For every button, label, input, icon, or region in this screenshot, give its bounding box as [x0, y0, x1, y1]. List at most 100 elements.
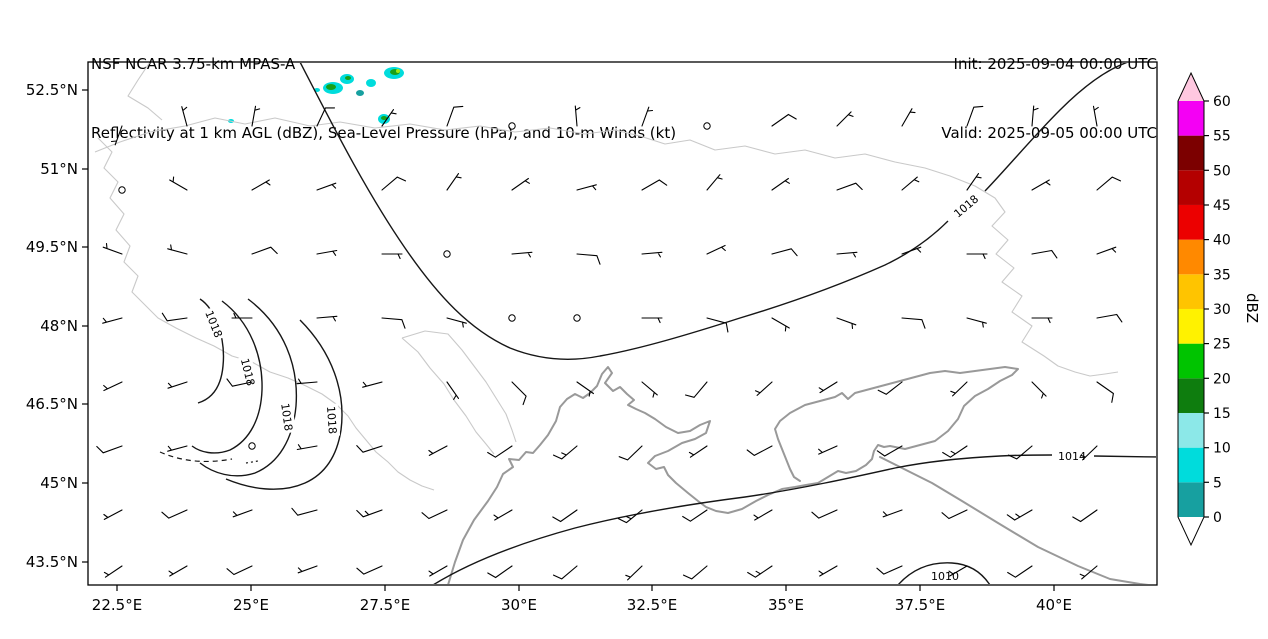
label-halo: [949, 190, 983, 221]
colorbar-tick-label: 10: [1213, 441, 1231, 457]
wind-barb-icon: [641, 179, 668, 191]
wind-barb-icon: [1031, 105, 1039, 127]
colorbar-segment: [1178, 100, 1204, 136]
wind-barb-icon: [836, 182, 863, 191]
wind-barb-icon: [316, 315, 338, 322]
wind-barb-icon: [381, 109, 397, 127]
wind-barb-icon: [836, 317, 857, 330]
lon-tick-label: 25°E: [233, 596, 269, 614]
wind-barb-icon: [1006, 509, 1033, 521]
wind-barb-icon: [428, 445, 448, 456]
valid-time-label: Valid: 2025-09-05 00:00 UTC: [941, 124, 1157, 142]
colorbar-segment: [1178, 447, 1204, 483]
wind-barb-icon: [818, 381, 838, 394]
east-black-sea-coastline: [879, 456, 1149, 584]
wind-barb-icon: [161, 509, 188, 519]
wind-barb-icon: [688, 445, 708, 458]
isobar-label-1018-a: 1018: [202, 306, 227, 342]
wind-barb-icon: [682, 509, 708, 522]
colorbar-segment: [1178, 412, 1204, 448]
wind-barb-icon: [576, 381, 594, 397]
colorbar-tick-label: 35: [1213, 267, 1231, 283]
wind-barb-icon: [706, 244, 726, 255]
wind-barb-icon: [618, 445, 643, 461]
wind-barb-icon: [167, 244, 188, 255]
wind-barb-layer: [96, 105, 1123, 581]
wind-barb-icon: [552, 509, 578, 523]
wind-barb-icon: [167, 381, 188, 389]
wind-barb-icon: [771, 113, 797, 127]
wind-barb-icon: [901, 317, 926, 329]
isobar-value: 1014: [1058, 450, 1086, 463]
isobar-1018-main-east: [984, 63, 1128, 192]
wind-barb-icon: [96, 445, 123, 454]
country-border-west: [97, 137, 435, 491]
lat-tick-label: 48°N: [40, 317, 78, 335]
wind-barb-icon: [747, 565, 773, 578]
wind-barb-icon: [428, 565, 448, 577]
colorbar-segment: [1178, 482, 1204, 517]
isobar-1018-hairpin-4: [225, 319, 343, 490]
wind-barb-icon: [771, 248, 798, 257]
country-border-moldova-west: [401, 337, 495, 455]
wind-barb-icon: [1031, 317, 1053, 324]
wind-barb-icon: [876, 445, 903, 457]
wind-barb-icon: [169, 176, 188, 191]
wind-barb-icon: [421, 509, 448, 520]
wind-barb-icon: [818, 565, 838, 577]
isobar-1018-hairpin-2: [191, 300, 263, 454]
lat-tick-label: 51°N: [40, 160, 78, 178]
isobar-label-1018-d: 1018: [324, 403, 341, 437]
lon-tick-label: 35°E: [768, 596, 804, 614]
wind-barb-icon: [877, 381, 903, 395]
wind-barb-icon: [296, 444, 318, 451]
isobar-label-1010: 1010: [931, 570, 959, 583]
wind-barb-icon: [942, 445, 968, 458]
wind-barb-icon: [226, 378, 253, 387]
calm-wind-icon: [443, 250, 451, 258]
wind-barb-icon: [811, 509, 838, 519]
wind-barb-icon: [1096, 313, 1123, 323]
wind-barb-icon: [446, 105, 464, 127]
calm-wind-icon: [703, 122, 711, 130]
colorbar-segment: [1178, 239, 1204, 275]
wind-barb-icon: [876, 565, 903, 575]
wind-barb-icon: [226, 565, 253, 576]
wind-barb-icon: [316, 182, 337, 191]
wind-barb-icon: [102, 242, 123, 255]
wind-barb-icon: [296, 378, 318, 385]
wind-barb-icon: [617, 509, 643, 524]
wind-barb-icon: [511, 251, 533, 258]
wind-barb-icon: [251, 179, 271, 191]
wind-barb-icon: [161, 312, 188, 322]
wind-barb-icon: [818, 445, 838, 455]
colorbar-segment: [1178, 204, 1204, 240]
wind-barb-icon: [291, 507, 318, 516]
isobar-1018-main-west: [299, 63, 949, 360]
wind-barb-icon: [446, 173, 462, 191]
lon-tick-label: 30°E: [501, 596, 537, 614]
wind-barb-icon: [576, 184, 597, 191]
wind-barb-icon: [356, 509, 383, 518]
colorbar-over-arrow: [1178, 73, 1204, 101]
wind-barb-icon: [1072, 509, 1098, 523]
wind-barb-icon: [641, 381, 658, 398]
wind-barb-icon: [552, 565, 578, 580]
wind-barb-icon: [103, 509, 123, 520]
isobar-label-1018-c: 1018: [278, 400, 297, 434]
wind-barb-icon: [552, 445, 578, 460]
lat-tick-label: 43.5°N: [26, 553, 78, 571]
wind-barb-icon: [966, 253, 988, 260]
wind-barb-icon: [110, 125, 123, 146]
isobar-dotted-segment: [245, 460, 259, 464]
wind-barb-icon: [356, 445, 383, 453]
lat-tick-label: 45°N: [40, 474, 78, 492]
wind-barb-icon: [1007, 565, 1033, 578]
wind-barb-icon: [754, 381, 773, 396]
wind-barb-icon: [706, 317, 729, 333]
wind-barb-icon: [966, 105, 984, 127]
wind-barb-icon: [381, 317, 406, 329]
colorbar-tick-label: 25: [1213, 337, 1231, 353]
